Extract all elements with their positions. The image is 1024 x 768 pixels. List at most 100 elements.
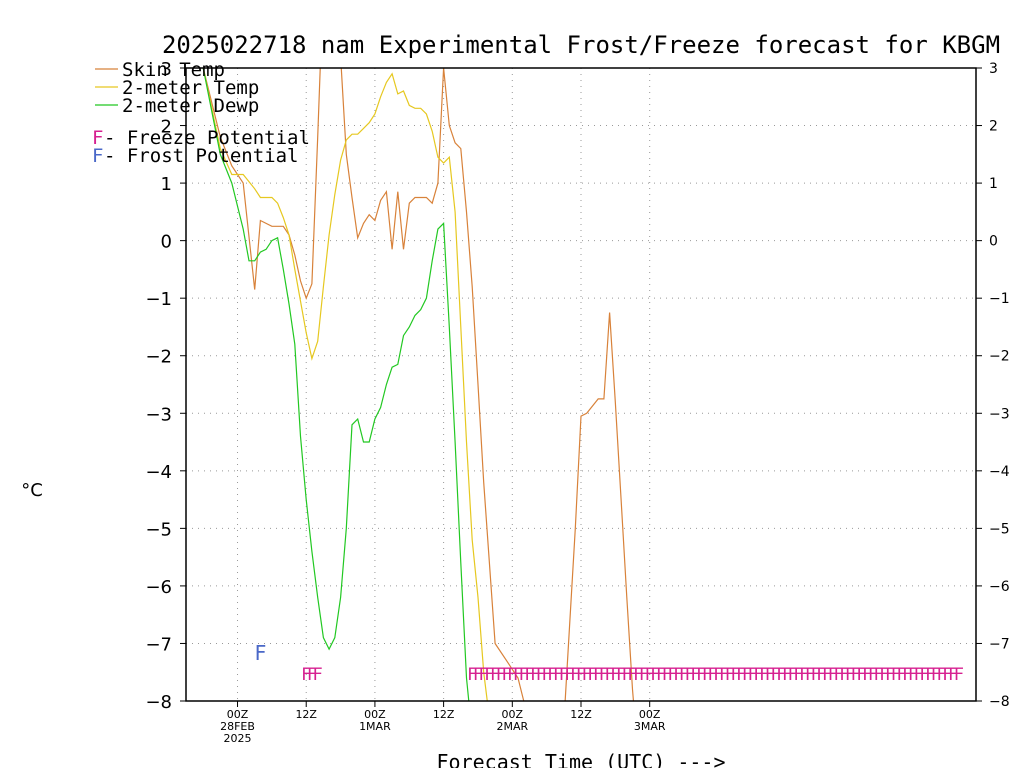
freeze-marker: F — [313, 665, 323, 685]
freeze-marker: F — [690, 665, 700, 685]
legend-frost-symbol: F — [92, 145, 103, 167]
freeze-marker: F — [942, 665, 952, 685]
x-tick-label: 12Z — [433, 708, 455, 721]
legend-2m-dewp: 2-meter Dewp — [122, 95, 259, 117]
freeze-marker: F — [874, 665, 884, 685]
legend-skin-temp: Skin Temp — [122, 59, 225, 81]
freeze-marker: F — [587, 665, 597, 685]
freeze-marker: F — [793, 665, 803, 685]
x-tick-label: 1MAR — [359, 720, 391, 733]
freeze-marker: F — [719, 665, 729, 685]
freeze-marker: F — [833, 665, 843, 685]
freeze-marker: F — [622, 665, 632, 685]
freeze-marker: F — [496, 665, 506, 685]
y-tick-label: 3 — [161, 59, 172, 80]
freeze-marker: F — [582, 665, 592, 685]
freeze-marker: F — [914, 665, 924, 685]
freeze-marker: F — [490, 665, 500, 685]
freeze-marker: F — [639, 665, 649, 685]
y-tick-label: −1 — [145, 289, 172, 310]
freeze-marker: F — [650, 665, 660, 685]
freeze-marker: F — [627, 665, 637, 685]
freeze-marker: F — [908, 665, 918, 685]
freeze-marker: F — [507, 665, 517, 685]
x-tick-label: 2MAR — [496, 720, 528, 733]
x-tick-label: 00Z — [502, 708, 524, 721]
freeze-marker: F — [885, 665, 895, 685]
series-lines — [202, 68, 635, 701]
freeze-marker: F — [599, 665, 609, 685]
y-tick-label-right: −4 — [989, 464, 1010, 480]
freeze-marker: F — [919, 665, 929, 685]
freeze-marker: F — [862, 665, 872, 685]
legend: Skin Temp 2-meter Temp 2-meter Dewp F - … — [92, 59, 310, 167]
x-tick-label: 12Z — [570, 708, 592, 721]
freeze-marker: F — [759, 665, 769, 685]
x-tick-label: 00Z — [639, 708, 661, 721]
freeze-marker: F — [667, 665, 677, 685]
freeze-marker: F — [896, 665, 906, 685]
freeze-marker: F — [902, 665, 912, 685]
legend-2m-temp: 2-meter Temp — [122, 77, 259, 99]
y-tick-label-right: −1 — [989, 291, 1010, 307]
freeze-marker: F — [851, 665, 861, 685]
freeze-marker: F — [610, 665, 620, 685]
y-tick-label: 0 — [161, 232, 172, 253]
y-tick-label-right: −2 — [989, 349, 1010, 365]
freeze-marker: F — [765, 665, 775, 685]
y-tick-label: 2 — [161, 117, 172, 138]
y-tick-label-right: 0 — [989, 234, 998, 250]
x-tick-label: 12Z — [295, 708, 317, 721]
y-tick-label: −7 — [145, 634, 172, 655]
freeze-marker: F — [811, 665, 821, 685]
freeze-marker: F — [948, 665, 958, 685]
freeze-marker: F — [879, 665, 889, 685]
freeze-marker: F — [501, 665, 511, 685]
freeze-marker: F — [816, 665, 826, 685]
freeze-marker: F — [524, 665, 534, 685]
x-tick-label: 00Z — [364, 708, 386, 721]
y-axis-ticks: −8 −8 −7 −7 −6 −6 −5 −5 −4 −4 −3 −3 −2 −2 −1 −1 0 0 1 1 2 2 3 3 — [145, 59, 1009, 713]
freeze-marker: F — [576, 665, 586, 685]
x-axis-label: Forecast Time (UTC) ---> — [437, 750, 726, 768]
freeze-marker: F — [593, 665, 603, 685]
freeze-marker: F — [662, 665, 672, 685]
y-tick-label: 1 — [161, 174, 172, 195]
x-tick-label: 28FEB — [220, 720, 255, 733]
freeze-marker: F — [616, 665, 626, 685]
freeze-marker: F — [479, 665, 489, 685]
freeze-marker: F — [845, 665, 855, 685]
chart-title: 2025022718 nam Experimental Frost/Freeze… — [162, 31, 1000, 59]
freeze-marker: F — [805, 665, 815, 685]
freeze-marker: F — [954, 665, 964, 685]
freeze-marker: F — [301, 665, 311, 685]
frost-marker: F — [254, 641, 266, 665]
freeze-marker: F — [828, 665, 838, 685]
freeze-marker: F — [725, 665, 735, 685]
y-tick-label-right: −7 — [989, 636, 1010, 652]
series-line-0 — [202, 68, 635, 701]
freeze-marker: F — [931, 665, 941, 685]
freeze-marker: F — [553, 665, 563, 685]
y-tick-label-right: −8 — [989, 694, 1010, 710]
freeze-marker: F — [536, 665, 546, 685]
freeze-marker: F — [559, 665, 569, 685]
legend-freeze-symbol: F — [92, 127, 103, 149]
y-tick-label: −5 — [145, 519, 172, 540]
freeze-marker: F — [484, 665, 494, 685]
y-tick-label: −4 — [145, 462, 172, 483]
freeze-marker: F — [696, 665, 706, 685]
x-tick-label: 3MAR — [634, 720, 666, 733]
freeze-marker: F — [788, 665, 798, 685]
y-tick-label-right: 2 — [989, 119, 998, 135]
freeze-marker: F — [570, 665, 580, 685]
x-tick-label: 2025 — [224, 732, 252, 745]
series-line-2 — [202, 68, 470, 701]
series-line-1 — [202, 68, 488, 701]
legend-freeze-potential: - Freeze Potential — [104, 127, 310, 149]
freeze-marker: F — [708, 665, 718, 685]
freeze-marker: F — [776, 665, 786, 685]
freeze-marker: F — [530, 665, 540, 685]
